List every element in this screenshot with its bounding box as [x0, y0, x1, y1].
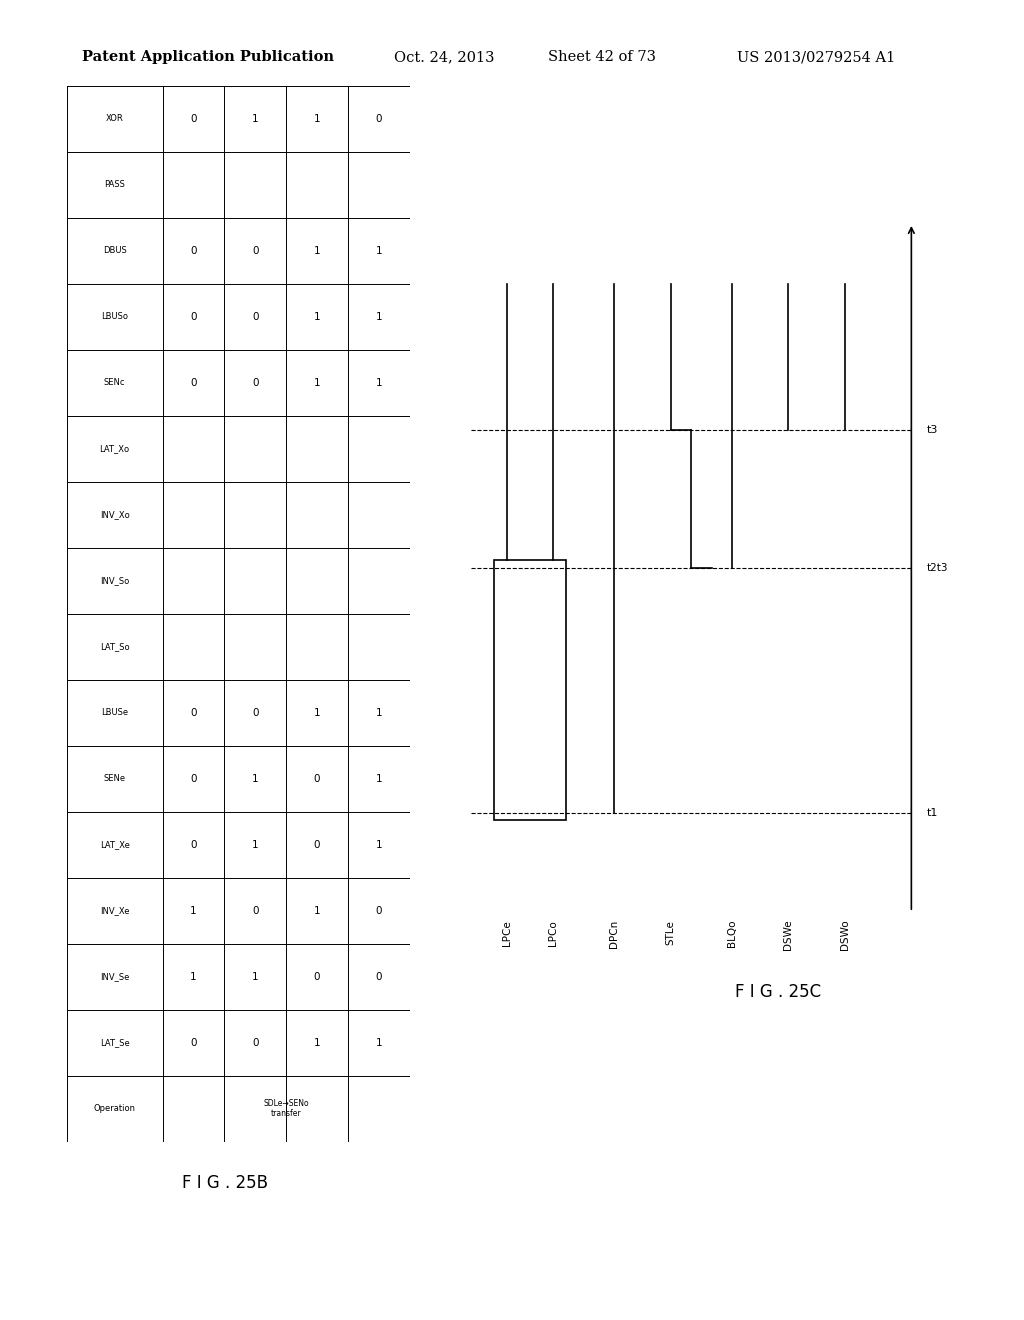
Text: Sheet 42 of 73: Sheet 42 of 73	[548, 50, 655, 65]
Text: 1: 1	[313, 114, 321, 124]
Text: LPCe: LPCe	[502, 920, 512, 945]
Text: 0: 0	[252, 708, 258, 718]
Text: US 2013/0279254 A1: US 2013/0279254 A1	[737, 50, 896, 65]
Text: 0: 0	[252, 312, 258, 322]
Text: 1: 1	[313, 708, 321, 718]
Text: 0: 0	[313, 774, 321, 784]
Text: 0: 0	[313, 840, 321, 850]
Text: XOR: XOR	[105, 115, 124, 123]
Text: INV_Se: INV_Se	[100, 973, 129, 981]
Text: 0: 0	[252, 378, 258, 388]
Text: 0: 0	[376, 906, 382, 916]
Text: F I G . 25C: F I G . 25C	[735, 982, 821, 1001]
Text: 1: 1	[252, 774, 258, 784]
Text: 0: 0	[313, 972, 321, 982]
Text: 1: 1	[252, 972, 258, 982]
Text: PASS: PASS	[104, 181, 125, 189]
Text: 0: 0	[376, 972, 382, 982]
Text: 0: 0	[190, 378, 197, 388]
Text: 0: 0	[190, 1038, 197, 1048]
Text: 1: 1	[313, 312, 321, 322]
Text: 1: 1	[376, 246, 382, 256]
Text: 0: 0	[190, 312, 197, 322]
Text: Oct. 24, 2013: Oct. 24, 2013	[394, 50, 495, 65]
Text: 1: 1	[190, 906, 197, 916]
Text: 1: 1	[376, 1038, 382, 1048]
Text: LAT_Xo: LAT_Xo	[99, 445, 130, 453]
Text: t1: t1	[927, 808, 938, 817]
Text: DSWe: DSWe	[783, 920, 794, 950]
Text: INV_Xe: INV_Xe	[99, 907, 129, 915]
Text: 0: 0	[252, 906, 258, 916]
Text: SDLe→SENo
transfer: SDLe→SENo transfer	[263, 1100, 309, 1118]
Text: t2t3: t2t3	[927, 562, 948, 573]
Text: 1: 1	[252, 114, 258, 124]
Text: LAT_So: LAT_So	[99, 643, 129, 651]
Text: 0: 0	[190, 840, 197, 850]
Text: 0: 0	[190, 774, 197, 784]
Text: DPCn: DPCn	[609, 920, 620, 948]
Text: BLQo: BLQo	[727, 920, 737, 948]
Text: 0: 0	[190, 114, 197, 124]
Text: LBUSe: LBUSe	[101, 709, 128, 717]
Text: t3: t3	[927, 425, 938, 434]
Text: INV_So: INV_So	[100, 577, 129, 585]
Text: 0: 0	[190, 708, 197, 718]
Text: 1: 1	[252, 840, 258, 850]
Text: F I G . 25B: F I G . 25B	[182, 1173, 268, 1192]
Text: SENe: SENe	[103, 775, 126, 783]
Text: 0: 0	[190, 246, 197, 256]
Bar	[494, 560, 565, 820]
Text: 0: 0	[252, 1038, 258, 1048]
Text: 1: 1	[376, 774, 382, 784]
Text: LPCo: LPCo	[548, 920, 558, 945]
Text: LAT_Se: LAT_Se	[99, 1039, 129, 1047]
Text: LAT_Xe: LAT_Xe	[99, 841, 129, 849]
Text: 1: 1	[376, 378, 382, 388]
Text: STLe: STLe	[666, 920, 676, 945]
Text: 1: 1	[190, 972, 197, 982]
Text: 1: 1	[313, 246, 321, 256]
Text: 0: 0	[252, 246, 258, 256]
Text: Operation: Operation	[93, 1105, 135, 1113]
Text: DBUS: DBUS	[102, 247, 126, 255]
Text: 1: 1	[313, 1038, 321, 1048]
Text: 1: 1	[376, 312, 382, 322]
Text: Patent Application Publication: Patent Application Publication	[82, 50, 334, 65]
Text: 1: 1	[313, 906, 321, 916]
Text: 1: 1	[376, 840, 382, 850]
Text: 1: 1	[376, 708, 382, 718]
Text: 0: 0	[376, 114, 382, 124]
Text: 1: 1	[313, 378, 321, 388]
Text: SENc: SENc	[103, 379, 125, 387]
Text: DSWo: DSWo	[840, 920, 850, 950]
Text: LBUSo: LBUSo	[101, 313, 128, 321]
Text: INV_Xo: INV_Xo	[99, 511, 129, 519]
